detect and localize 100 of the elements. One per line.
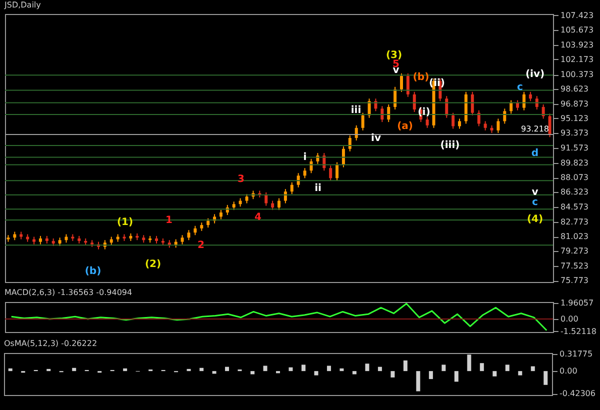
bar — [123, 368, 128, 372]
annotation: (a) — [397, 121, 413, 132]
candlestick — [406, 72, 410, 98]
candlestick — [484, 120, 487, 131]
candlestick — [348, 134, 352, 152]
bar — [46, 368, 51, 372]
y-tick-label: 75.773 — [560, 276, 588, 286]
bar — [505, 364, 510, 372]
y-tick-label: 95.123 — [560, 114, 588, 123]
bar — [378, 366, 382, 372]
annotation: c — [517, 82, 524, 93]
chart-title: JSD,Daily — [4, 0, 42, 10]
bar — [403, 360, 408, 372]
annotation: 2 — [198, 240, 205, 251]
candlestick — [452, 112, 455, 130]
candlestick — [496, 118, 500, 134]
chart-title: OsMA(5,12,3) -0.26222 — [4, 339, 98, 348]
bar — [340, 368, 344, 372]
y-tick-label: 88.073 — [560, 173, 588, 182]
annotation: c — [532, 197, 538, 208]
y-tick-label: 0.00 — [560, 366, 578, 376]
y-tick-label: 1.96057 — [560, 298, 594, 308]
y-tick-label: 82.773 — [560, 217, 588, 226]
annotation: (4) — [526, 214, 544, 225]
annotation: (i) — [418, 107, 430, 118]
candlestick — [219, 209, 222, 220]
bar — [467, 354, 472, 372]
y-tick-label: 102.173 — [560, 54, 594, 64]
bar — [352, 371, 356, 374]
candlestick — [548, 113, 552, 138]
candlestick — [535, 96, 538, 110]
y-tick-label: 0.31775 — [560, 350, 593, 359]
bar — [200, 368, 204, 372]
y-tick-label: 86.323 — [560, 188, 588, 197]
annotation: (1) — [116, 217, 134, 228]
candlestick — [194, 225, 197, 236]
bar — [186, 368, 191, 372]
y-tick-label: 79.273 — [560, 246, 588, 256]
annotation: iii — [350, 105, 362, 116]
candlestick — [445, 96, 448, 118]
ref-line-label: 93.218 — [521, 124, 549, 134]
candlestick — [180, 234, 184, 245]
candlestick — [245, 194, 248, 204]
annotation: (3) — [386, 50, 402, 61]
annotation: v — [532, 187, 539, 198]
y-tick-label: 81.023 — [560, 232, 588, 242]
bar — [365, 364, 370, 372]
annotation: (b) — [84, 266, 102, 277]
bar — [8, 368, 12, 372]
bar — [250, 371, 255, 374]
candlestick — [522, 91, 526, 111]
bar — [390, 371, 395, 378]
annotation: 3 — [238, 174, 245, 185]
annotation: 4 — [254, 212, 262, 223]
annotation: d — [531, 148, 539, 159]
bar — [492, 371, 497, 376]
annotation: (iii) — [440, 140, 460, 151]
candlestick — [458, 118, 462, 130]
y-tick-label: 96.873 — [560, 99, 588, 108]
y-tick-label: 0.00 — [560, 314, 578, 324]
chart-title: MACD(2,6,3) -1.36563 -0.94094 — [4, 288, 132, 298]
bar — [326, 366, 331, 372]
bar — [416, 371, 420, 392]
annotation: (iv) — [525, 69, 545, 80]
y-tick-label: 103.923 — [560, 40, 594, 50]
line-series — [10, 302, 548, 332]
annotation: (b) — [412, 72, 430, 83]
y-tick-label: 77.523 — [560, 261, 588, 270]
bar — [544, 371, 548, 385]
bar — [212, 371, 216, 374]
candlestick — [290, 182, 294, 195]
annotation: iv — [371, 133, 382, 144]
candlestick — [387, 104, 390, 123]
candlestick — [361, 112, 364, 131]
candlestick — [264, 192, 268, 206]
y-tick-label: 84.573 — [560, 202, 588, 212]
bar — [225, 366, 230, 372]
bar — [480, 363, 484, 372]
candlestick — [271, 200, 274, 210]
y-tick-label: -1.52118 — [560, 326, 596, 336]
candlestick — [426, 116, 429, 128]
candlestick — [329, 165, 332, 182]
bar — [301, 364, 306, 372]
candlestick — [187, 230, 190, 241]
bar — [263, 366, 268, 372]
bar — [288, 367, 293, 372]
candlestick — [303, 168, 306, 179]
bar — [442, 364, 446, 372]
bar — [518, 371, 522, 376]
candlestick — [412, 91, 416, 112]
y-tick-label: 89.823 — [560, 158, 588, 168]
y-tick-label: 93.373 — [560, 128, 588, 138]
annotation: (2) — [144, 259, 162, 270]
y-tick-label: -0.42306 — [560, 389, 596, 398]
bar — [454, 371, 458, 382]
candlestick — [400, 72, 403, 92]
candlestick — [206, 218, 210, 228]
y-tick-label: 98.623 — [560, 84, 588, 94]
bar — [72, 368, 76, 372]
bar — [530, 366, 535, 372]
